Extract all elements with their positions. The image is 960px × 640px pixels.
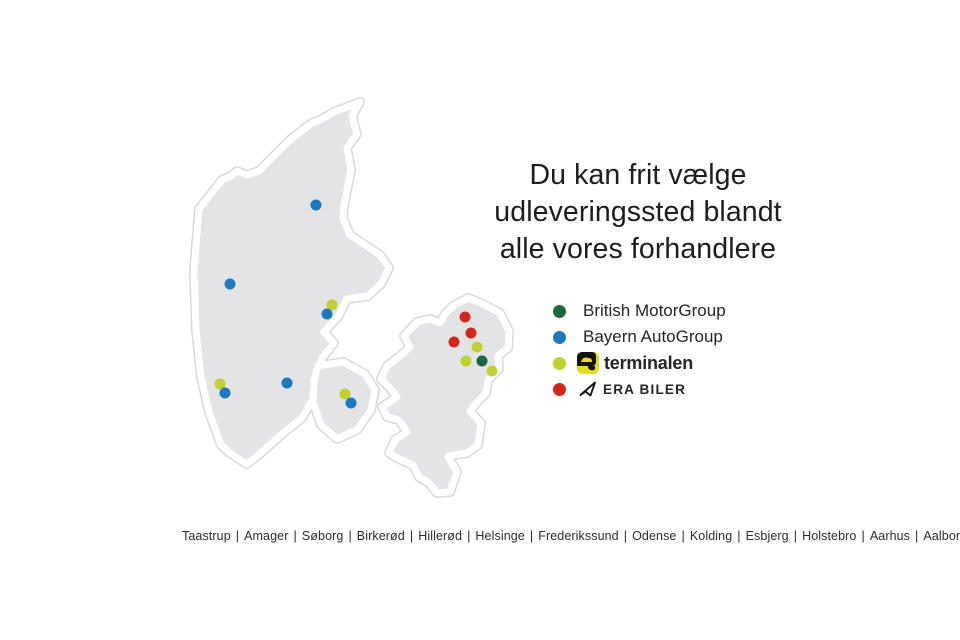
city-separator: |	[467, 529, 471, 543]
dealer-dot-bayern	[345, 397, 357, 409]
city-item: Helsinge	[475, 529, 525, 543]
city-separator: |	[915, 529, 919, 543]
dealer-dot-bayern	[224, 278, 236, 290]
dealer-dot-british	[476, 355, 488, 367]
dealer-dot-era	[459, 311, 471, 323]
city-separator: |	[409, 529, 414, 543]
city-item: Amager	[244, 529, 289, 543]
dealer-dot-era	[448, 336, 460, 348]
british-motorgroup-dot-icon	[553, 304, 566, 318]
title-line-3: alle vores forhandlere	[499, 233, 777, 265]
city-item: Taastrup	[182, 529, 231, 543]
dealer-dot-terminalen	[339, 388, 351, 400]
dealer-dot-bayern	[219, 387, 231, 399]
city-item: Holstebro	[802, 529, 857, 543]
legend-item-bayern-autogroup: Bayern AutoGroup	[551, 324, 726, 350]
legend-label: British MotorGroup	[583, 301, 726, 320]
jutland-shape	[190, 98, 393, 468]
terminalen-dot-icon	[553, 356, 566, 370]
dealer-dot-terminalen	[460, 355, 472, 367]
dealer-dot-bayern	[281, 377, 293, 389]
city-item: Kolding	[689, 529, 733, 543]
dealer-dot-era	[465, 327, 477, 339]
dealer-dot-bayern	[310, 199, 322, 211]
legend-label: ERA BILER	[603, 381, 687, 397]
city-separator: |	[529, 529, 534, 543]
city-separator: |	[681, 529, 685, 543]
city-separator: |	[348, 529, 352, 543]
page-title: Du kan frit vælge udleveringssted blandt…	[452, 157, 824, 268]
title-line-1: Du kan frit vælge	[529, 159, 747, 191]
city-item: Odense	[632, 529, 677, 543]
city-item: Søborg	[301, 529, 344, 543]
funen-shape	[309, 358, 379, 443]
city-item: Hillerød	[418, 529, 463, 543]
dealer-dot-terminalen	[486, 365, 498, 377]
city-separator: |	[235, 529, 240, 543]
title-line-2: udleveringssted blandt	[494, 196, 782, 228]
legend-label: terminalen	[604, 352, 694, 373]
city-separator: |	[861, 529, 865, 543]
legend-label: Bayern AutoGroup	[583, 327, 723, 346]
legend-item-british-motorgroup: British MotorGroup	[551, 298, 726, 324]
city-item: Frederikssund	[538, 529, 619, 543]
city-separator: |	[793, 529, 798, 543]
legend-item-era-biler: ERA BILER	[551, 376, 726, 402]
city-separator: |	[293, 529, 297, 543]
legend-item-terminalen: terminalen	[551, 350, 726, 376]
city-item: Aarhus	[869, 529, 911, 543]
city-item: Esbjerg	[745, 529, 789, 543]
dealer-dots-layer	[214, 199, 498, 409]
city-item: Birkerød	[356, 529, 405, 543]
dealer-legend: British MotorGroup Bayern AutoGroup term…	[551, 298, 726, 402]
city-separator: |	[623, 529, 628, 543]
era-biler-logo-icon	[579, 381, 596, 397]
dealer-dot-terminalen	[214, 378, 226, 390]
bayern-autogroup-dot-icon	[553, 330, 566, 344]
city-item: Aalborg	[923, 529, 960, 543]
dealer-dot-terminalen	[326, 299, 338, 311]
city-list: Taastrup | Amager | Søborg | Birkerød | Hillerød…	[182, 529, 960, 543]
city-separator: |	[737, 529, 741, 543]
terminalen-logo-icon	[577, 352, 599, 374]
era-biler-dot-icon	[553, 382, 566, 396]
dealer-dot-terminalen	[471, 341, 483, 353]
dealer-dot-bayern	[321, 308, 333, 320]
